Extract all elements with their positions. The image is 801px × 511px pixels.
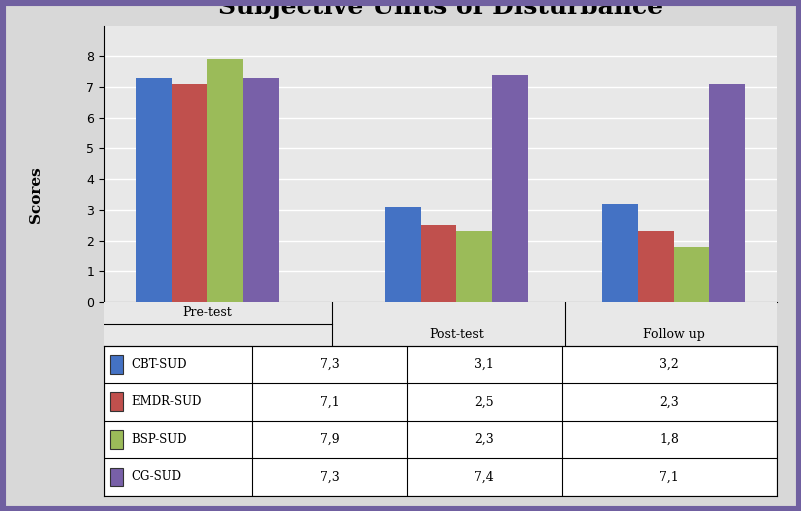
Bar: [674, 247, 710, 302]
Text: 2,3: 2,3: [474, 433, 494, 446]
Bar: [457, 231, 493, 302]
Text: 2,5: 2,5: [474, 396, 494, 408]
Bar: [110, 430, 123, 449]
Text: 2,3: 2,3: [659, 396, 679, 408]
Bar: [110, 468, 123, 486]
Text: Follow up: Follow up: [642, 328, 705, 341]
Bar: [384, 207, 421, 302]
Text: 7,4: 7,4: [474, 471, 494, 483]
Text: 7,9: 7,9: [320, 433, 340, 446]
Text: Pre-test: Pre-test: [183, 307, 232, 319]
Text: CG-SUD: CG-SUD: [131, 471, 181, 483]
Text: Scores: Scores: [29, 166, 43, 223]
Bar: [638, 231, 674, 302]
Title: Subjective Units of Disturbance: Subjective Units of Disturbance: [218, 0, 663, 19]
Bar: [493, 75, 528, 302]
Bar: [244, 78, 280, 302]
Bar: [171, 84, 207, 302]
Text: 3,1: 3,1: [474, 358, 494, 371]
Text: CBT-SUD: CBT-SUD: [131, 358, 187, 371]
Text: 7,3: 7,3: [320, 471, 340, 483]
Text: BSP-SUD: BSP-SUD: [131, 433, 187, 446]
Bar: [421, 225, 457, 302]
Text: 3,2: 3,2: [659, 358, 679, 371]
Text: 7,1: 7,1: [320, 396, 340, 408]
Text: Post-test: Post-test: [429, 328, 484, 341]
Bar: [135, 78, 171, 302]
Text: 7,3: 7,3: [320, 358, 340, 371]
Text: EMDR-SUD: EMDR-SUD: [131, 396, 201, 408]
Text: 1,8: 1,8: [659, 433, 679, 446]
Bar: [110, 392, 123, 411]
Text: 7,1: 7,1: [659, 471, 679, 483]
Bar: [602, 204, 638, 302]
Bar: [207, 59, 244, 302]
Bar: [710, 84, 746, 302]
Bar: [110, 355, 123, 374]
